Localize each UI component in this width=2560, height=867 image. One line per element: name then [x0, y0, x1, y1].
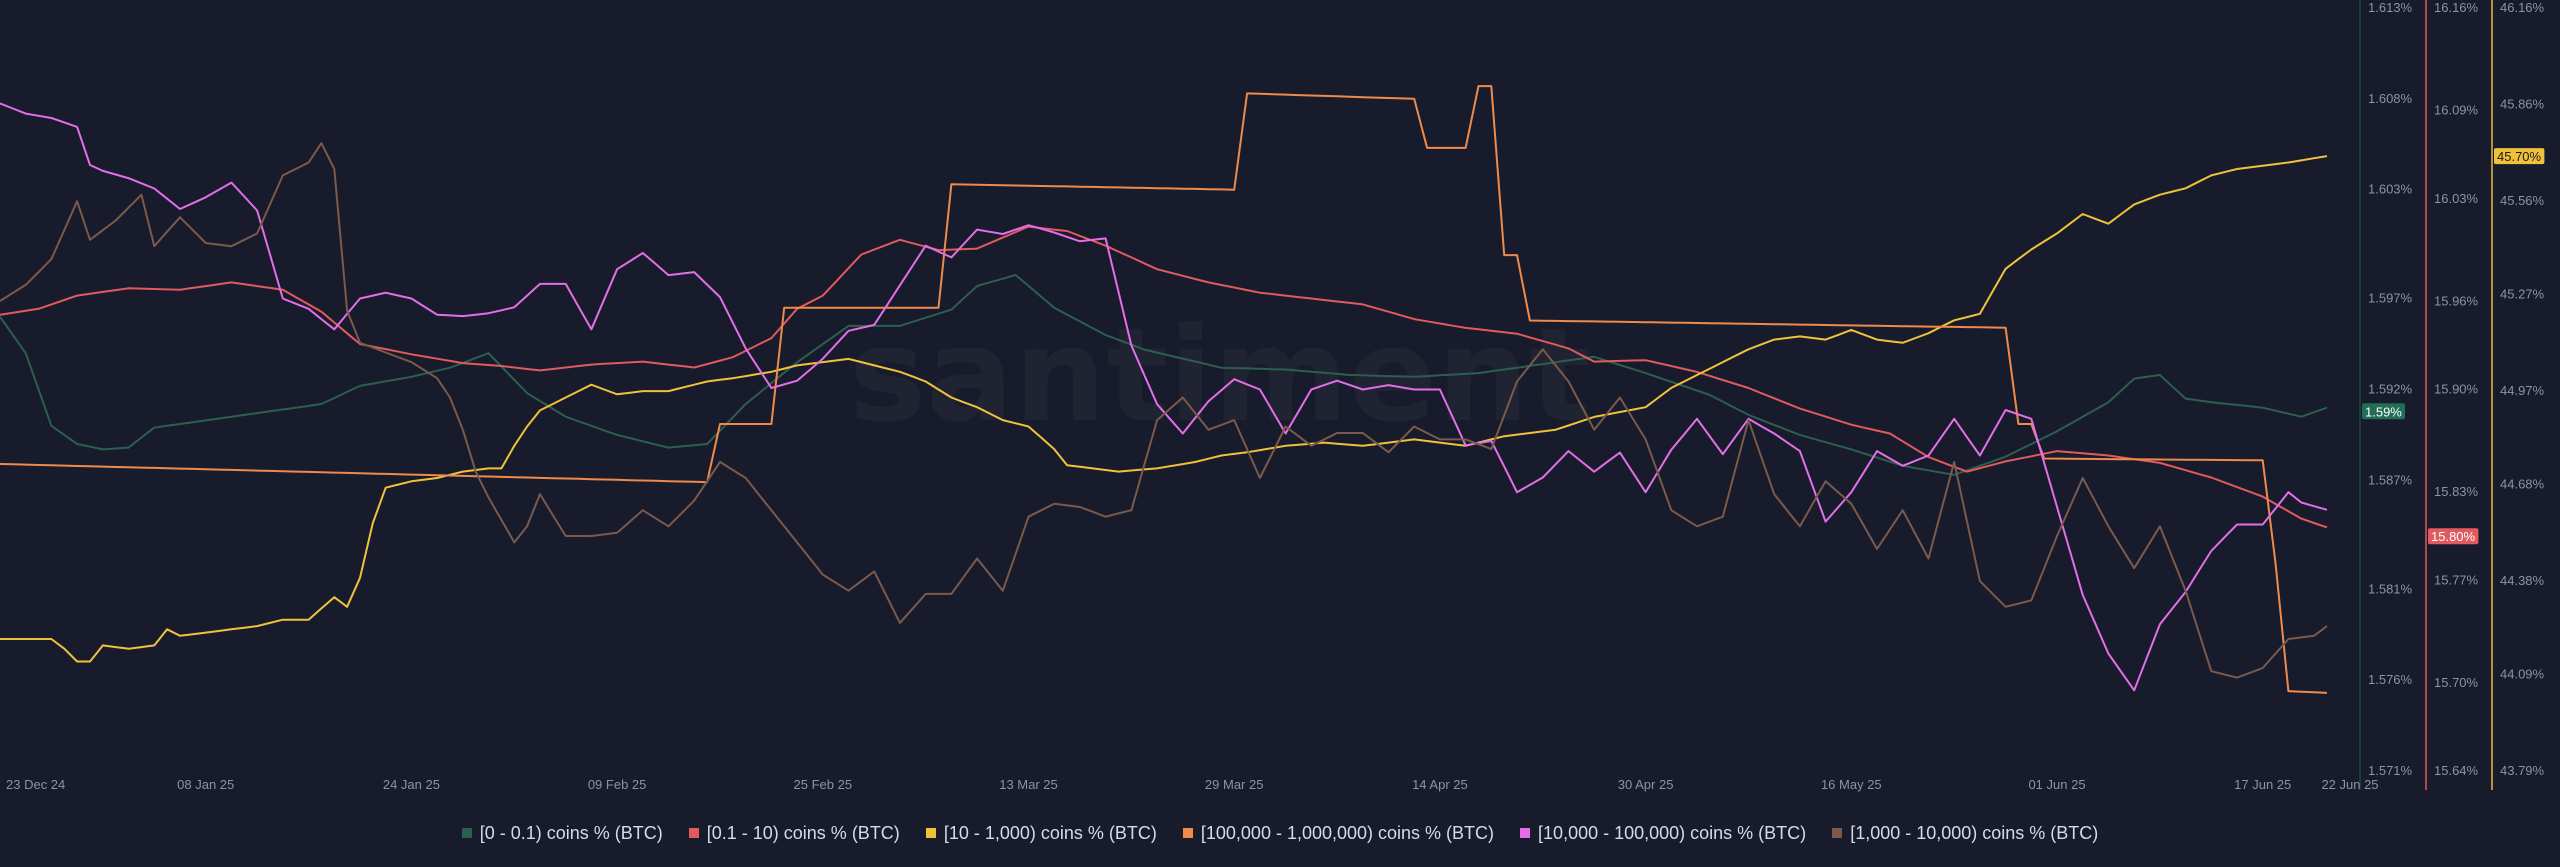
legend-item-0[interactable]: [0 - 0.1) coins % (BTC) [461, 822, 663, 844]
axis-small-tick: 1.571% [2368, 763, 2413, 778]
x-tick: 16 May 25 [1821, 777, 1882, 792]
series-line-2 [0, 155, 2328, 663]
legend-swatch [688, 828, 699, 838]
legend-item-5[interactable]: [1,000 - 10,000) coins % (BTC) [1832, 823, 2098, 844]
axis-mid-tick: 15.77% [2434, 572, 2479, 587]
x-tick: 29 Mar 25 [1205, 777, 1264, 792]
series-line-0 [0, 274, 2328, 476]
axis-small-tick: 1.613% [2368, 0, 2413, 15]
badge-label: 45.70% [2497, 149, 2542, 164]
axis-mid-tick: 15.70% [2434, 675, 2479, 690]
axis-small-tick: 1.581% [2368, 581, 2413, 596]
legend-label: [100,000 - 1,000,000) coins % (BTC) [1200, 822, 1495, 843]
axis-mid-tick: 16.03% [2434, 191, 2479, 206]
legend-swatch [1832, 828, 1843, 838]
x-tick: 01 Jun 25 [2028, 777, 2085, 792]
badge-label: 15.80% [2431, 529, 2476, 544]
axis-small-tick: 1.597% [2368, 291, 2413, 306]
axis-large-value-badge: 45.70% [2494, 148, 2545, 165]
watermark: santiment [849, 299, 1592, 451]
badge-background [2362, 403, 2405, 420]
axis-mid-tick: 15.96% [2434, 293, 2479, 308]
axis-large-tick: 45.27% [2500, 287, 2545, 302]
legend-item-2[interactable]: [10 - 1,000) coins % (BTC) [925, 822, 1157, 844]
axis-large-tick: 45.56% [2500, 193, 2545, 208]
series-line-4 [0, 102, 2328, 692]
axis-large-tick: 44.09% [2500, 666, 2545, 681]
series-line-1 [0, 225, 2328, 529]
legend-item-3[interactable]: [100,000 - 1,000,000) coins % (BTC) [1182, 822, 1495, 844]
legend-label: [1,000 - 10,000) coins % (BTC) [1850, 822, 2099, 843]
axis-small-tick: 1.603% [2368, 182, 2413, 197]
axis-mid-tick: 15.90% [2434, 382, 2479, 397]
x-tick: 17 Jun 25 [2234, 777, 2291, 792]
badge-background [2494, 148, 2545, 165]
axis-large-tick: 46.16% [2500, 0, 2545, 15]
badge-background [2428, 528, 2479, 545]
axis-large-tick: 44.97% [2500, 383, 2545, 398]
x-tick: 13 Mar 25 [999, 777, 1058, 792]
x-tick: 30 Apr 25 [1618, 777, 1674, 792]
series-line-5 [0, 142, 2328, 679]
axis-small-tick: 1.587% [2368, 472, 2413, 487]
axis-mid-tick: 16.09% [2434, 103, 2479, 118]
legend-item-4[interactable]: [10,000 - 100,000) coins % (BTC) [1520, 823, 1806, 844]
axis-large-tick: 44.68% [2500, 476, 2545, 491]
x-tick: 25 Feb 25 [794, 777, 853, 792]
legend-swatch [1182, 828, 1193, 838]
legend-label: [10 - 1,000) coins % (BTC) [943, 822, 1157, 843]
badge-label: 1.59% [2365, 404, 2402, 419]
axis-large-tick: 45.86% [2500, 97, 2545, 112]
axis-mid-tick: 16.16% [2434, 0, 2479, 15]
axis-small-value-badge: 1.59% [2362, 403, 2405, 420]
legend: [0 - 0.1) coins % (BTC) [0.1 - 10) coins … [0, 818, 2560, 848]
x-tick: 23 Dec 24 [6, 777, 65, 792]
series-line-3 [0, 85, 2328, 694]
axis-small-tick: 1.592% [2368, 382, 2413, 397]
legend-label: [0.1 - 10) coins % (BTC) [706, 822, 900, 843]
axis-small-tick: 1.608% [2368, 91, 2413, 106]
legend-swatch [925, 828, 936, 838]
axis-mid-tick: 15.83% [2434, 484, 2479, 499]
axis-large-tick: 43.79% [2500, 763, 2545, 778]
legend-label: [0 - 0.1) coins % (BTC) [479, 822, 663, 843]
x-tick: 22 Jun 25 [2321, 777, 2378, 792]
axis-small-tick: 1.576% [2368, 672, 2413, 687]
legend-label: [10,000 - 100,000) coins % (BTC) [1538, 822, 1807, 843]
legend-swatch [461, 828, 472, 838]
x-tick: 14 Apr 25 [1412, 777, 1468, 792]
legend-item-1[interactable]: [0.1 - 10) coins % (BTC) [688, 822, 900, 844]
axis-large-tick: 44.38% [2500, 573, 2545, 588]
x-tick: 08 Jan 25 [177, 777, 234, 792]
legend-swatch [1520, 828, 1531, 838]
axis-mid-value-badge: 15.80% [2428, 528, 2479, 545]
x-tick: 09 Feb 25 [588, 777, 647, 792]
x-tick: 24 Jan 25 [383, 777, 440, 792]
axis-mid-tick: 15.64% [2434, 763, 2479, 778]
